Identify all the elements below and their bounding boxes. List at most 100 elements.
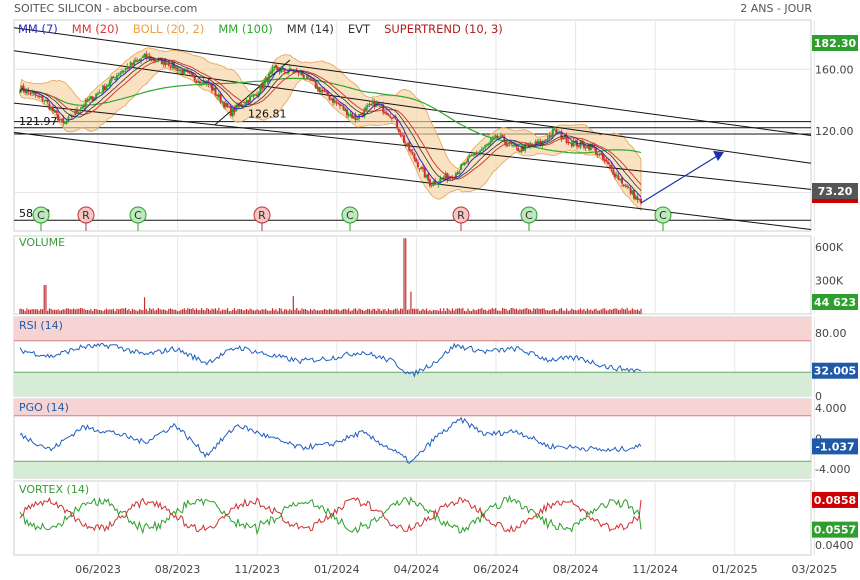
candle-body [465, 162, 468, 164]
vortex-title: VORTEX (14) [19, 483, 89, 496]
volume-bar [71, 309, 73, 314]
volume-bar [590, 309, 592, 314]
volume-bar [102, 311, 104, 314]
volume-bar [45, 285, 47, 314]
candle-body [366, 105, 369, 108]
candle-body [140, 58, 143, 61]
candle-body [219, 94, 222, 103]
candle-body [115, 75, 118, 80]
volume-bar [598, 310, 601, 314]
candle-body [252, 94, 255, 97]
candle-body [354, 114, 357, 120]
volume-bar [460, 308, 462, 314]
volume-bar [399, 308, 402, 314]
candle-body [230, 106, 233, 116]
volume-bar [408, 309, 410, 314]
candle-body [271, 68, 274, 73]
volume-bar [377, 308, 379, 314]
candle-body [333, 100, 336, 103]
x-tick-label: 03/2025 [792, 563, 838, 576]
candle-body [560, 131, 563, 139]
volume-bar [277, 311, 279, 314]
volume-bar [614, 308, 616, 314]
volume-bar [325, 309, 327, 314]
volume-bar [605, 310, 608, 314]
volume-bar [427, 310, 429, 314]
volume-bar [111, 309, 113, 314]
volume-bar [444, 311, 447, 314]
volume-bar [140, 309, 142, 314]
volume-bar [432, 309, 435, 314]
volume-bar [602, 308, 604, 314]
candle-body [178, 69, 181, 71]
volume-bar [526, 308, 528, 314]
volume-bar [512, 307, 514, 314]
candle-body [243, 104, 246, 106]
volume-bar [76, 308, 78, 314]
candle-body [411, 152, 414, 154]
volume-bar [188, 308, 191, 314]
candle-body [638, 198, 641, 200]
candle-body [176, 67, 179, 71]
candle-body [392, 117, 395, 119]
volume-bar [284, 309, 286, 314]
chart-title: SOITEC SILICON - abcbourse.com [14, 2, 198, 15]
candle-body [326, 91, 329, 97]
volume-bar [332, 310, 334, 314]
candle-body [342, 105, 345, 110]
volume-bar [342, 309, 345, 314]
candle-body [76, 109, 79, 113]
volume-bar [316, 310, 319, 314]
volume-bar [465, 311, 467, 314]
volume-bar [396, 308, 398, 314]
candle-body [129, 62, 132, 68]
oscillator-last-badge: 32.005 [814, 365, 856, 378]
x-tick-label: 11/2024 [632, 563, 678, 576]
candle-body [255, 94, 258, 97]
volume-bar [360, 309, 362, 314]
candle-body [60, 119, 63, 121]
candle-body [370, 104, 373, 106]
volume-bar [593, 309, 595, 314]
candle-body [423, 167, 426, 178]
signal-marker-c: C [520, 206, 538, 231]
candle-body [550, 135, 553, 137]
volume-bar [256, 309, 258, 314]
candle-body [501, 135, 504, 137]
volume-bar [22, 309, 25, 314]
volume-bar [214, 308, 217, 314]
volume-bar [448, 309, 450, 314]
volume-bar [31, 308, 33, 314]
volume-bar [59, 310, 61, 314]
oversold-zone [14, 372, 811, 396]
volume-bar [443, 308, 445, 314]
candle-body [432, 181, 435, 186]
candle-body [491, 138, 494, 142]
candle-body [181, 69, 184, 75]
candle-body [247, 100, 250, 103]
volume-bar [28, 309, 30, 314]
candle-body [345, 109, 348, 116]
volume-bar [199, 309, 201, 314]
volume-bar [190, 309, 192, 314]
candle-body [444, 173, 447, 179]
candle-body [622, 184, 625, 186]
last-price-underline [812, 197, 858, 203]
candle-body [96, 93, 99, 95]
candle-body [425, 174, 428, 178]
candle-body [323, 90, 326, 92]
volume-bar [569, 310, 571, 314]
volume-bar [439, 308, 441, 314]
candles [19, 50, 642, 206]
candle-body [494, 135, 497, 138]
candle-body [93, 97, 96, 101]
candle-body [278, 70, 281, 72]
volume-bar [303, 309, 305, 314]
candle-body [27, 90, 30, 92]
candle-body [77, 112, 80, 114]
candle-body [586, 144, 589, 148]
candle-body [250, 95, 253, 97]
volume-bar [495, 308, 497, 314]
oscillator-last-badge-bg [812, 362, 858, 379]
candle-body [145, 53, 148, 59]
